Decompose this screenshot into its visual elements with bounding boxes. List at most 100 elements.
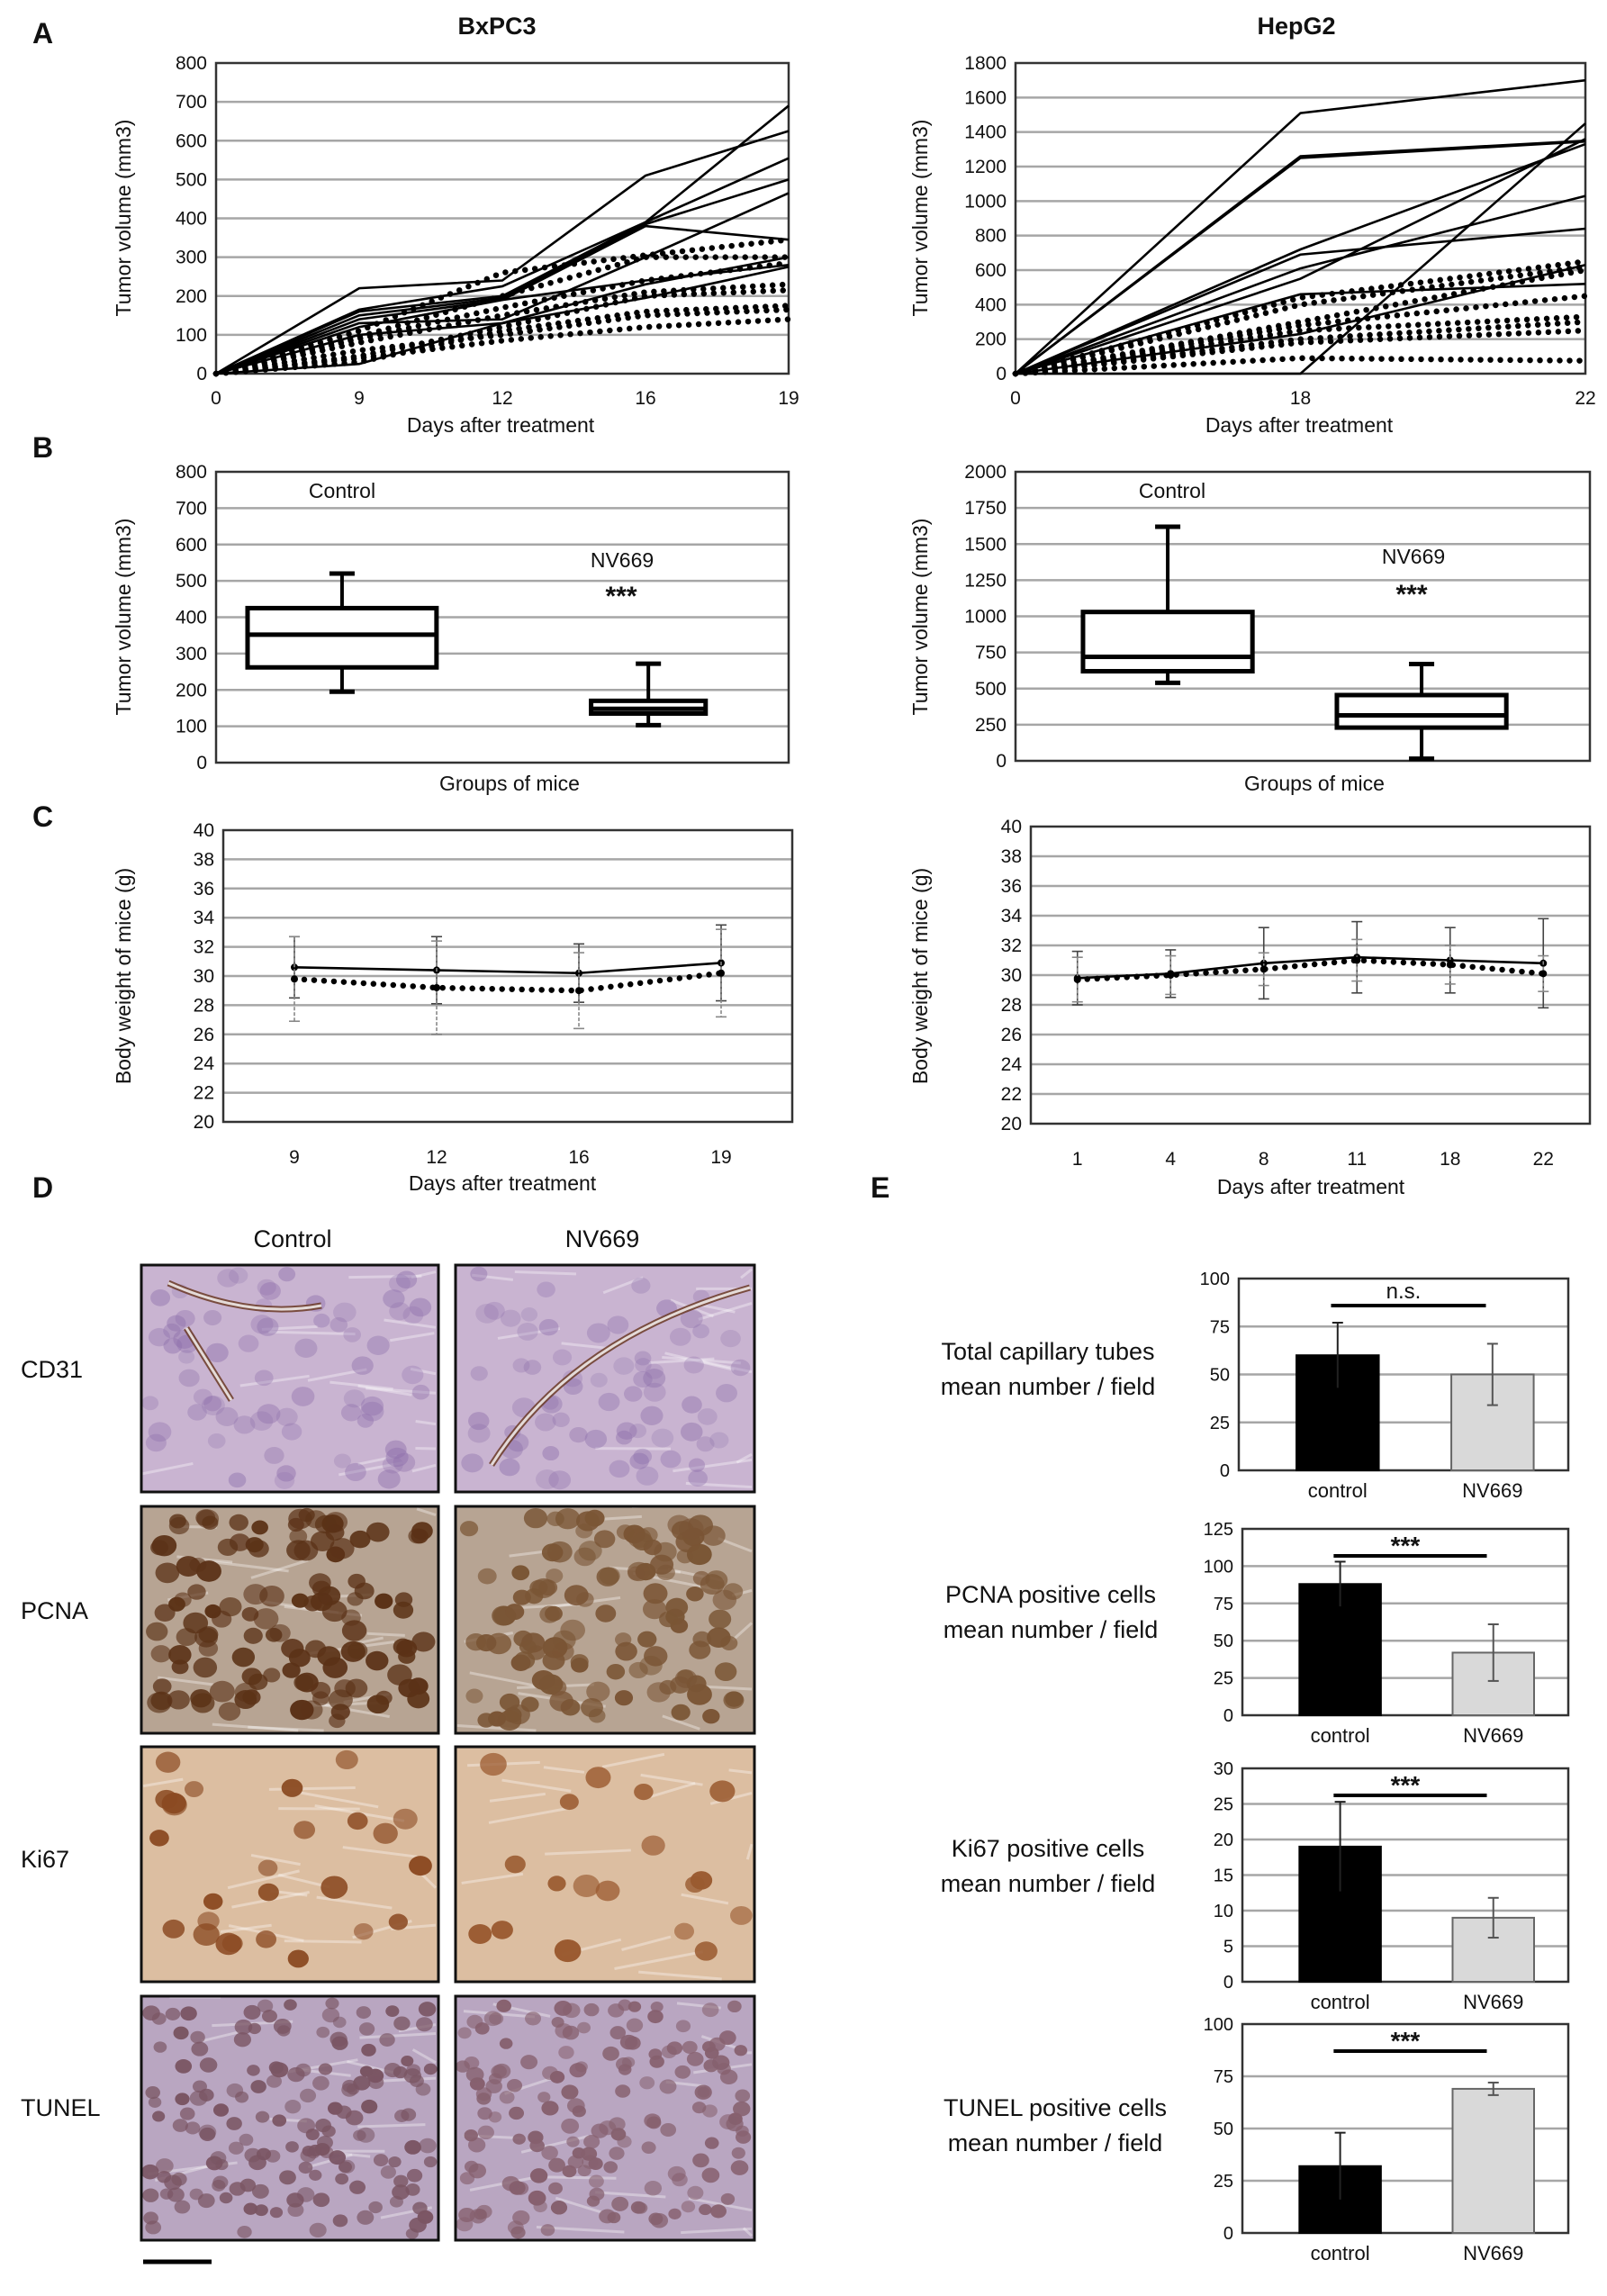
bar-NV669: [1451, 2087, 1535, 2234]
nucleus: [718, 2030, 736, 2046]
stroma-fiber: [348, 1274, 422, 1279]
micrograph-cd31-nv669: [454, 1263, 756, 1494]
nucleus: [725, 1691, 744, 1707]
stroma-fiber: [512, 1603, 581, 1610]
nucleus: [247, 2065, 260, 2076]
nucleus: [358, 2022, 375, 2036]
nucleus: [727, 2000, 742, 2013]
series-line-solid: [293, 962, 722, 975]
y-tick-label: 0: [1223, 1706, 1233, 1726]
nucleus: [736, 2125, 749, 2138]
x-tick-label: 11: [1347, 1149, 1367, 1170]
y-tick-label: 500: [176, 571, 207, 592]
y-tick-label: 1400: [964, 122, 1007, 143]
nucleus: [268, 2061, 284, 2075]
column-header: NV669: [565, 1225, 640, 1252]
nucleus: [411, 1528, 429, 1544]
chart-label: TUNEL positive cells: [943, 2094, 1167, 2121]
nucleus: [332, 2214, 348, 2228]
nucleus: [393, 1452, 416, 1472]
image-border: [454, 1745, 756, 1984]
nucleus: [571, 1658, 589, 1673]
nucleus: [584, 1429, 608, 1449]
stroma-fiber: [700, 1360, 753, 1374]
nucleus: [409, 2075, 424, 2087]
nucleus: [174, 2200, 191, 2214]
nucleus: [389, 1274, 411, 1293]
nucleus: [320, 2147, 334, 2158]
nucleus: [631, 1277, 651, 1294]
nucleus: [609, 2147, 625, 2160]
nucleus: [552, 1642, 574, 1661]
significance-marker: ***: [1391, 1771, 1421, 1799]
nucleus: [497, 1710, 522, 1731]
nucleus: [269, 2207, 284, 2219]
y-tick-label: 30: [194, 966, 214, 987]
nucleus: [293, 1674, 314, 1691]
data-point: [1539, 970, 1548, 978]
nucleus: [475, 2204, 492, 2219]
y-tick-label: 25: [1214, 1795, 1233, 1815]
row-label: TUNEL: [21, 2094, 101, 2121]
nucleus: [203, 1893, 223, 1910]
stroma-fiber: [461, 1872, 524, 1885]
row-label: PCNA: [21, 1597, 88, 1624]
y-tick-label: 5: [1223, 1938, 1233, 1957]
nucleus: [333, 1453, 351, 1469]
nucleus: [409, 1856, 432, 1876]
nucleus: [360, 1396, 384, 1416]
stroma-fiber: [140, 1461, 194, 1476]
nucleus: [176, 1628, 198, 1646]
nucleus: [276, 2025, 291, 2037]
nucleus: [694, 1941, 718, 1961]
panel-letter: E: [871, 1171, 889, 1204]
y-tick-label: 2000: [964, 462, 1007, 483]
nucleus: [215, 1406, 239, 1426]
nucleus: [551, 2016, 564, 2028]
y-tick-label: 600: [176, 535, 207, 556]
nucleus: [254, 2204, 268, 2217]
nucleus: [209, 1680, 235, 1703]
nucleus: [203, 1396, 222, 1412]
nucleus: [731, 2147, 745, 2159]
nucleus: [393, 1601, 414, 1619]
nucleus: [342, 2079, 357, 2093]
chart-label: mean number / field: [941, 1373, 1156, 1400]
nucleus: [141, 1396, 159, 1411]
nucleus: [714, 1662, 737, 1682]
nucleus: [688, 1469, 709, 1487]
nucleus: [641, 1835, 665, 1856]
y-tick-label: 20: [194, 1112, 214, 1133]
nucleus: [666, 2041, 683, 2056]
micrograph-ki67-control: [140, 1745, 440, 1984]
nucleus: [298, 2161, 313, 2174]
stroma-fiber: [390, 1332, 435, 1342]
nucleus: [465, 1688, 483, 1704]
nucleus: [405, 2183, 420, 2196]
nucleus: [701, 2002, 719, 2018]
nucleus: [313, 1313, 330, 1328]
stroma-fiber: [662, 1714, 700, 1731]
chart-B-3: 0 250 500 750 1000 1250 1500 1750 2000 Groups of …: [908, 462, 1592, 795]
y-tick-label: 38: [194, 849, 214, 870]
chart-E-7: 0 25 50 75 100 125 control NV669 *** PCNA positiv…: [943, 1520, 1570, 1747]
nucleus: [368, 2201, 383, 2214]
stroma-fiber: [614, 1950, 703, 1970]
y-axis-label: Tumor volume (mm3): [112, 120, 135, 317]
y-tick-label: 600: [975, 260, 1007, 281]
stroma-fiber: [555, 2196, 602, 2214]
nucleus: [189, 2188, 203, 2201]
nucleus: [528, 2190, 546, 2206]
stroma-fiber: [410, 1367, 437, 1376]
nucleus: [338, 2161, 352, 2174]
nucleus: [151, 2012, 167, 2025]
y-tick-label: 1800: [964, 53, 1007, 74]
y-tick-label: 38: [1001, 846, 1022, 867]
column-header: Control: [253, 1225, 331, 1252]
series-line-dotted: [212, 287, 792, 377]
nucleus: [315, 2119, 331, 2133]
nucleus: [322, 1657, 348, 1678]
nucleus: [151, 1534, 177, 1557]
nucleus: [233, 2032, 251, 2047]
x-tick-label: NV669: [1463, 1724, 1523, 1747]
